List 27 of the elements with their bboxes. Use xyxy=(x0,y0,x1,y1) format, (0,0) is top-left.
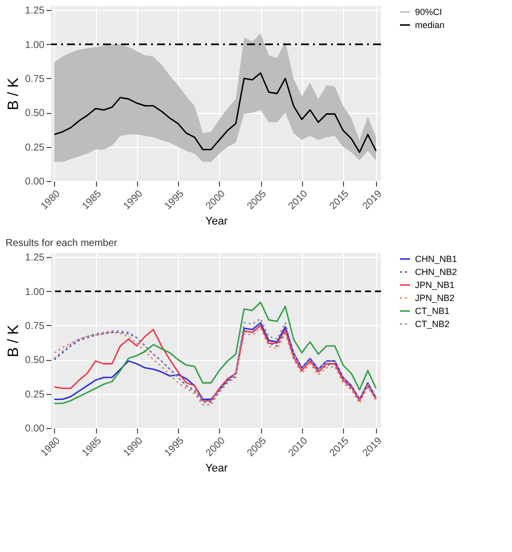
y-tick-label: 0.25 xyxy=(25,389,45,400)
y-tick-label: 0.00 xyxy=(25,424,45,434)
y-tick-label: 1.25 xyxy=(25,252,45,264)
y-tick-label: 1.00 xyxy=(25,40,45,51)
y-tick-label: 0.75 xyxy=(25,320,45,332)
legend-label: JPN_NB2 xyxy=(415,293,455,303)
x-axis-title: Year xyxy=(205,215,228,228)
y-tick-label: 0.50 xyxy=(25,355,45,366)
legend-label: CHN_NB1 xyxy=(415,254,458,264)
legend-label: CHN_NB2 xyxy=(415,267,458,277)
line-series xyxy=(54,72,377,153)
y-axis-title: B / K xyxy=(5,324,22,358)
y-tick-label: 0.25 xyxy=(25,142,45,154)
y-tick-label: 0.50 xyxy=(25,108,45,120)
x-axis-title: Year xyxy=(205,462,228,474)
legend-label: median xyxy=(415,20,445,30)
text: 90%CI xyxy=(415,7,442,17)
y-tick-label: 0.00 xyxy=(25,176,45,188)
line-series xyxy=(54,302,377,404)
legend-label: CT_NB2 xyxy=(415,319,450,329)
y-tick-label: 0.75 xyxy=(25,74,45,85)
legend-label: JPN_NB1 xyxy=(415,280,455,290)
y-tick-label: 1.25 xyxy=(25,6,45,17)
chart-title: Results for each member xyxy=(6,238,118,250)
y-tick-label: 1.00 xyxy=(25,286,45,298)
legend-label: CT_NB1 xyxy=(415,306,450,316)
y-axis-title: B / K xyxy=(5,78,22,110)
